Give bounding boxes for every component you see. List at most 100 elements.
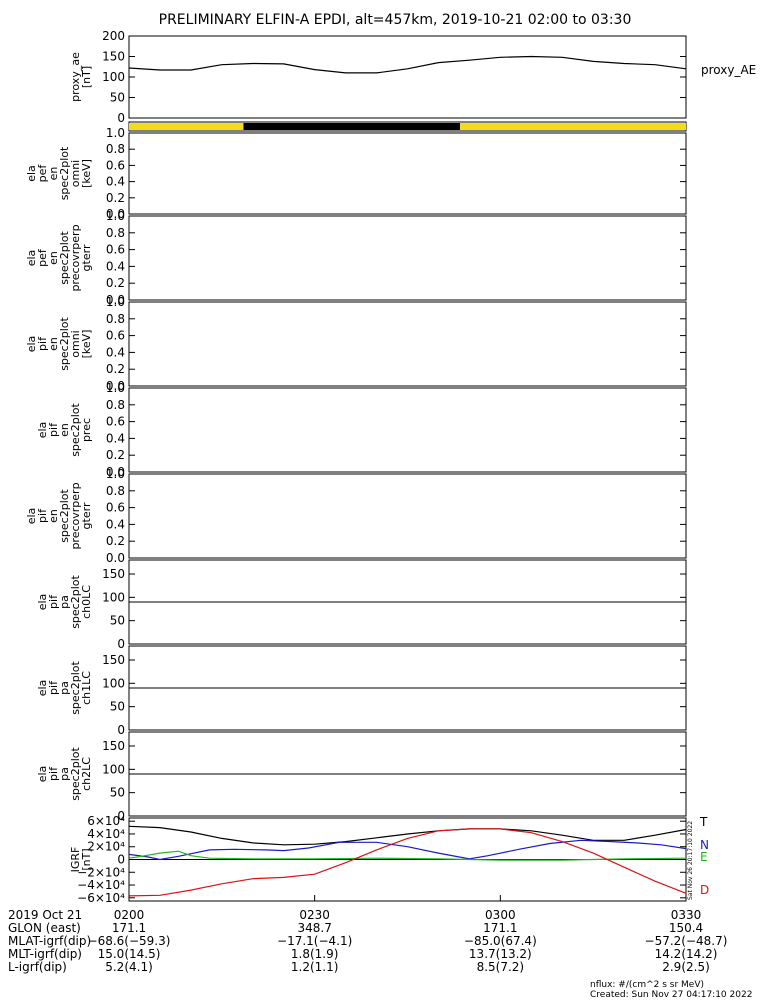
- series-line-N: [128, 839, 687, 861]
- y-tick-label: 0: [117, 111, 125, 125]
- y-axis-label-line: proxy_ae: [69, 52, 82, 102]
- y-tick-label: 0.0: [106, 207, 125, 221]
- y-tick-label: 0.8: [106, 226, 125, 240]
- y-axis-label-line: omni: [69, 330, 82, 357]
- y-tick-label: 1.0: [106, 126, 125, 140]
- y-tick-label: 100: [102, 762, 125, 776]
- y-axis-label-line: ela: [36, 766, 49, 783]
- x-row-label: 2019 Oct 21: [8, 908, 82, 922]
- y-tick-label: 0.6: [106, 415, 125, 429]
- x-row-label: GLON (east): [8, 921, 81, 935]
- y-axis-label-line: gterr: [80, 244, 93, 271]
- y-tick-label: 0.4: [106, 259, 125, 273]
- x-row-value: 0330: [671, 908, 702, 922]
- y-axis-label-line: [nT]: [80, 66, 93, 88]
- units-note: nflux: #/(cm^2 s sr MeV): [590, 980, 704, 990]
- y-tick-label: 0.8: [106, 142, 125, 156]
- legend-proxy-ae: proxy_AE: [701, 63, 756, 77]
- sunlight-segment-0: [129, 123, 244, 130]
- y-axis-label-line: en: [47, 251, 60, 265]
- y-axis-label-line: en: [58, 423, 71, 437]
- series-label-E: E: [700, 850, 708, 864]
- y-axis-label-line: spec2plot: [58, 317, 71, 371]
- y-tick-label: 0.4: [106, 517, 125, 531]
- y-tick-label: 150: [102, 50, 125, 64]
- x-row-label: L-igrf(dip): [8, 960, 67, 974]
- y-tick-label: 0.6: [106, 501, 125, 515]
- y-axis-label-line: ela: [25, 336, 38, 353]
- x-row-value: 0230: [299, 908, 330, 922]
- y-axis-label-line: precovrperp: [69, 224, 82, 291]
- y-axis-label-line: [keV]: [80, 330, 93, 359]
- panel-frame: [128, 473, 687, 559]
- y-axis-label-line: [nT]: [80, 848, 93, 870]
- y-tick-label: 0.2: [106, 191, 125, 205]
- panel-sunlight_bar: [128, 121, 687, 132]
- y-axis-label-line: spec2plot: [58, 489, 71, 543]
- y-axis-label-line: pa: [58, 595, 71, 609]
- plot-title: PRELIMINARY ELFIN-A EPDI, alt=457km, 201…: [159, 12, 632, 28]
- y-tick-label: 1.0: [106, 295, 125, 309]
- y-tick-label: 2×10⁴: [87, 840, 125, 854]
- y-axis-label-line: omni: [69, 160, 82, 187]
- y-tick-label: 0.0: [106, 465, 125, 479]
- y-tick-label: 0.8: [106, 484, 125, 498]
- panel-frame: [128, 132, 687, 215]
- x-row-value: 171.1: [112, 921, 146, 935]
- y-tick-label: 50: [110, 700, 125, 714]
- panel-frame: [128, 387, 687, 473]
- y-tick-label: 0.6: [106, 329, 125, 343]
- y-axis-label-line: spec2plot: [58, 231, 71, 285]
- y-tick-label: 0.2: [106, 276, 125, 290]
- y-axis-label-line: IGRF: [69, 847, 82, 873]
- x-row-value: −85.0(67.4): [464, 934, 537, 948]
- x-row-label: MLT-igrf(dip): [8, 947, 82, 961]
- x-row-value: 2.9(2.5): [662, 960, 710, 974]
- y-tick-label: 0.8: [106, 398, 125, 412]
- y-axis-label-line: en: [47, 337, 60, 351]
- x-row-value: 14.2(14.2): [655, 947, 718, 961]
- y-axis-label-line: spec2plot: [69, 575, 82, 629]
- y-axis-label-line: ch1LC: [80, 671, 93, 705]
- x-row-value: −17.1(−4.1): [277, 934, 352, 948]
- y-tick-label: 50: [110, 614, 125, 628]
- x-row-value: −68.6(−59.3): [88, 934, 171, 948]
- panel-ela_pif_omni: 1.0 0.8 0.6 0.4 0.2 0.0 elapifenspec2plotomni[…: [25, 295, 687, 393]
- y-tick-label: 4×10⁴: [87, 827, 125, 841]
- series-line-T: [128, 825, 687, 846]
- y-tick-label: 0.0: [106, 551, 125, 565]
- y-axis-label-line: spec2plot: [69, 661, 82, 715]
- x-row-value: 171.1: [483, 921, 517, 935]
- x-row-value: −57.2(−48.7): [645, 934, 728, 948]
- sunlight-segment-1: [243, 123, 461, 130]
- side-stamp: Sat Nov 26 20:17:10 2022: [687, 821, 694, 900]
- y-tick-label: 1.0: [106, 209, 125, 223]
- y-axis-label-line: pif: [36, 508, 49, 523]
- y-tick-label: 100: [102, 70, 125, 84]
- series-line-D: [128, 828, 687, 897]
- y-axis-label-line: pif: [47, 680, 60, 695]
- y-axis-label-line: pef: [36, 248, 49, 267]
- y-axis-label-line: gterr: [80, 502, 93, 529]
- y-axis-label-line: ela: [25, 508, 38, 525]
- x-row-label: MLAT-igrf(dip): [8, 934, 91, 948]
- y-tick-label: −6×10⁴: [77, 891, 125, 905]
- y-tick-label: 0: [117, 853, 125, 867]
- y-tick-label: 1.0: [106, 467, 125, 481]
- y-axis-label-line: en: [47, 509, 60, 523]
- y-tick-label: 150: [102, 653, 125, 667]
- x-row-value: 348.7: [297, 921, 331, 935]
- y-tick-label: 0: [117, 723, 125, 737]
- sunlight-segment-2: [460, 123, 686, 130]
- y-axis-label-line: prec: [80, 418, 93, 442]
- x-row-value: 0300: [485, 908, 516, 922]
- y-axis-label-line: spec2plot: [69, 747, 82, 801]
- y-tick-label: −4×10⁴: [77, 878, 125, 892]
- y-axis-label-line: pif: [47, 766, 60, 781]
- x-row-value: 5.2(4.1): [105, 960, 153, 974]
- panel-frame: [128, 35, 687, 119]
